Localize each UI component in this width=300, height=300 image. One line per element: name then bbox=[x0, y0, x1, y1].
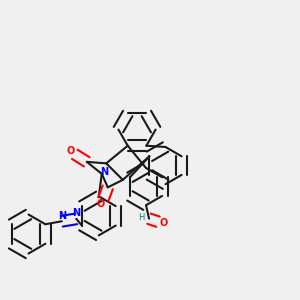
Text: H: H bbox=[138, 213, 145, 222]
Text: N: N bbox=[58, 211, 66, 221]
Text: N: N bbox=[100, 167, 108, 177]
Text: N: N bbox=[72, 208, 80, 218]
Text: O: O bbox=[159, 218, 168, 228]
Text: O: O bbox=[96, 199, 104, 209]
Text: O: O bbox=[66, 146, 74, 156]
